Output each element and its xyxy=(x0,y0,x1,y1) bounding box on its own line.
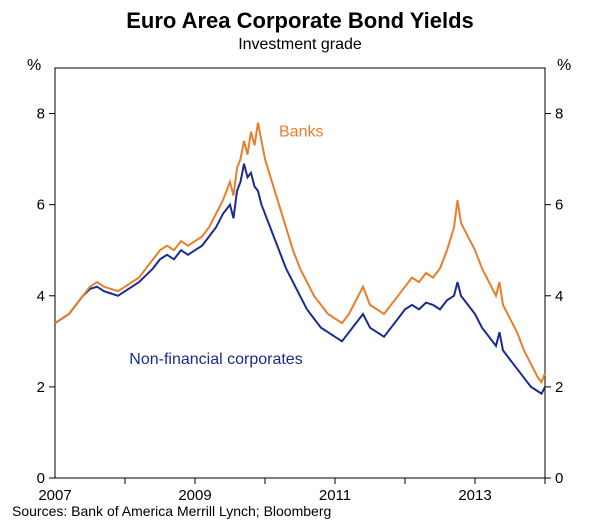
ytick-label-left: 6 xyxy=(37,197,45,214)
chart-source: Sources: Bank of America Merrill Lynch; … xyxy=(12,503,331,519)
ytick-label-left: 4 xyxy=(37,288,45,305)
chart-container: Euro Area Corporate Bond Yields Investme… xyxy=(0,0,600,523)
ytick-label-right: 6 xyxy=(555,197,563,214)
xtick-label: 2011 xyxy=(319,487,351,504)
xtick-label: 2013 xyxy=(458,487,491,504)
xtick-label: 2009 xyxy=(178,487,211,504)
ytick-label-left: 8 xyxy=(37,106,45,123)
label-banks: Banks xyxy=(279,123,323,140)
series-banks xyxy=(55,123,545,383)
ytick-label-right: 0 xyxy=(555,470,563,487)
y-axis-unit-left: % xyxy=(27,57,41,74)
ytick-label-left: 0 xyxy=(37,470,45,487)
ytick-label-right: 2 xyxy=(555,379,563,396)
ytick-label-right: 8 xyxy=(555,106,563,123)
ytick-label-right: 4 xyxy=(555,288,563,305)
xtick-label: 2007 xyxy=(38,487,71,504)
ytick-label-left: 2 xyxy=(37,379,45,396)
y-axis-unit-right: % xyxy=(557,57,571,74)
label-nonfin: Non-financial corporates xyxy=(129,351,302,368)
chart-svg: 0 0 2 2 4 4 6 6 8 8%% 2007 2009 2011 2013 Banks Non-fin… xyxy=(0,0,600,523)
